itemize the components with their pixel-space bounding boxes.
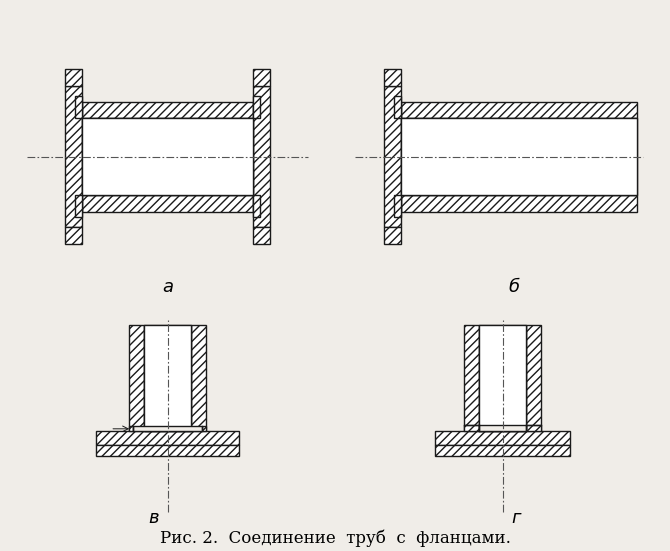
Bar bbox=[129, 426, 133, 431]
Bar bbox=[191, 325, 206, 431]
Bar bbox=[253, 87, 270, 227]
Bar bbox=[253, 227, 270, 244]
Bar bbox=[464, 425, 479, 431]
Bar bbox=[75, 96, 82, 118]
Bar bbox=[401, 118, 637, 195]
Bar bbox=[401, 118, 637, 195]
Bar bbox=[82, 101, 253, 118]
Bar bbox=[395, 96, 401, 118]
Bar bbox=[144, 325, 191, 431]
Text: г: г bbox=[512, 509, 521, 527]
Bar bbox=[385, 69, 401, 87]
Bar bbox=[202, 426, 206, 431]
Bar bbox=[464, 325, 479, 431]
Bar bbox=[401, 101, 637, 118]
Bar bbox=[82, 118, 253, 195]
Bar bbox=[401, 195, 637, 212]
Bar bbox=[436, 445, 570, 456]
Bar bbox=[65, 69, 82, 87]
Text: а: а bbox=[162, 278, 173, 296]
Bar bbox=[395, 195, 401, 217]
Bar bbox=[479, 425, 526, 431]
Text: Рис. 2.  Соединение  труб  с  фланцами.: Рис. 2. Соединение труб с фланцами. bbox=[159, 529, 511, 547]
Bar bbox=[253, 195, 260, 217]
Bar bbox=[82, 118, 253, 195]
Bar bbox=[436, 431, 570, 445]
Bar bbox=[479, 325, 526, 431]
Bar bbox=[65, 227, 82, 244]
Bar bbox=[65, 87, 82, 227]
Bar bbox=[129, 325, 144, 431]
Bar bbox=[96, 445, 239, 456]
Bar bbox=[479, 325, 526, 431]
Text: в: в bbox=[148, 509, 159, 527]
Bar bbox=[526, 325, 541, 431]
Bar bbox=[133, 426, 202, 431]
Bar bbox=[385, 227, 401, 244]
Bar bbox=[75, 195, 82, 217]
Bar bbox=[385, 87, 401, 227]
Bar bbox=[253, 69, 270, 87]
Bar bbox=[253, 96, 260, 118]
Bar bbox=[82, 195, 253, 212]
Bar bbox=[144, 325, 191, 431]
Bar bbox=[526, 425, 541, 431]
Text: б: б bbox=[509, 278, 520, 296]
Bar bbox=[96, 431, 239, 445]
